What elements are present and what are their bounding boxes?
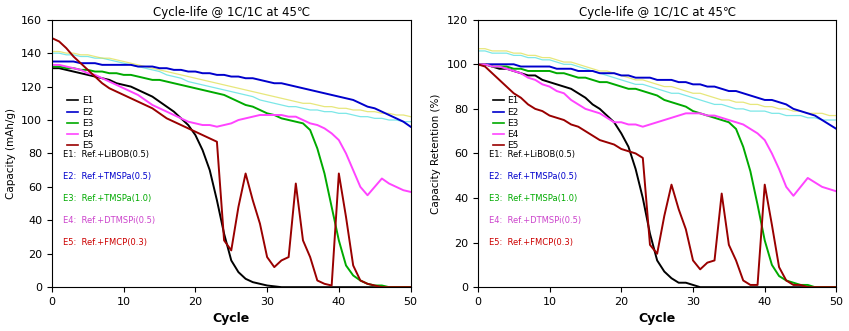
Y-axis label: Capacity Retention (%): Capacity Retention (%)	[431, 93, 441, 213]
Text: E2:  Ref.+TMSPa(0.5): E2: Ref.+TMSPa(0.5)	[63, 172, 151, 181]
Text: E1:  Ref.+LiBOB(0.5): E1: Ref.+LiBOB(0.5)	[489, 150, 575, 159]
Y-axis label: Capacity (mAh/g): Capacity (mAh/g)	[6, 108, 15, 199]
Text: E1:  Ref.+LiBOB(0.5): E1: Ref.+LiBOB(0.5)	[63, 150, 149, 159]
Title: Cycle-life @ 1C/1C at 45℃: Cycle-life @ 1C/1C at 45℃	[153, 6, 310, 19]
Text: E5:  Ref.+FMCP(0.3): E5: Ref.+FMCP(0.3)	[63, 238, 147, 247]
X-axis label: Cycle: Cycle	[212, 312, 250, 325]
Text: E4:  Ref.+DTMSPi(0.5): E4: Ref.+DTMSPi(0.5)	[63, 216, 155, 225]
Text: E3:  Ref.+TMSPa(1.0): E3: Ref.+TMSPa(1.0)	[63, 194, 151, 203]
Text: E4:  Ref.+DTMSPi(0.5): E4: Ref.+DTMSPi(0.5)	[489, 216, 581, 225]
Legend: E1, E2, E3, E4, E5: E1, E2, E3, E4, E5	[493, 96, 519, 151]
Title: Cycle-life @ 1C/1C at 45℃: Cycle-life @ 1C/1C at 45℃	[578, 6, 736, 19]
Text: E2:  Ref.+TMSPa(0.5): E2: Ref.+TMSPa(0.5)	[489, 172, 576, 181]
X-axis label: Cycle: Cycle	[638, 312, 676, 325]
Text: E5:  Ref.+FMCP(0.3): E5: Ref.+FMCP(0.3)	[489, 238, 572, 247]
Text: E3:  Ref.+TMSPa(1.0): E3: Ref.+TMSPa(1.0)	[489, 194, 576, 203]
Legend: E1, E2, E3, E4, E5: E1, E2, E3, E4, E5	[67, 96, 93, 151]
